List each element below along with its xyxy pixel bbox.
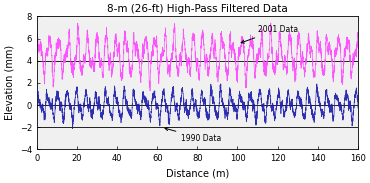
X-axis label: Distance (m): Distance (m) bbox=[166, 169, 229, 179]
Text: 2001 Data: 2001 Data bbox=[241, 25, 298, 43]
Y-axis label: Elevation (mm): Elevation (mm) bbox=[4, 45, 14, 120]
Text: 1990 Data: 1990 Data bbox=[165, 128, 222, 143]
Title: 8-m (26-ft) High-Pass Filtered Data: 8-m (26-ft) High-Pass Filtered Data bbox=[107, 4, 288, 14]
